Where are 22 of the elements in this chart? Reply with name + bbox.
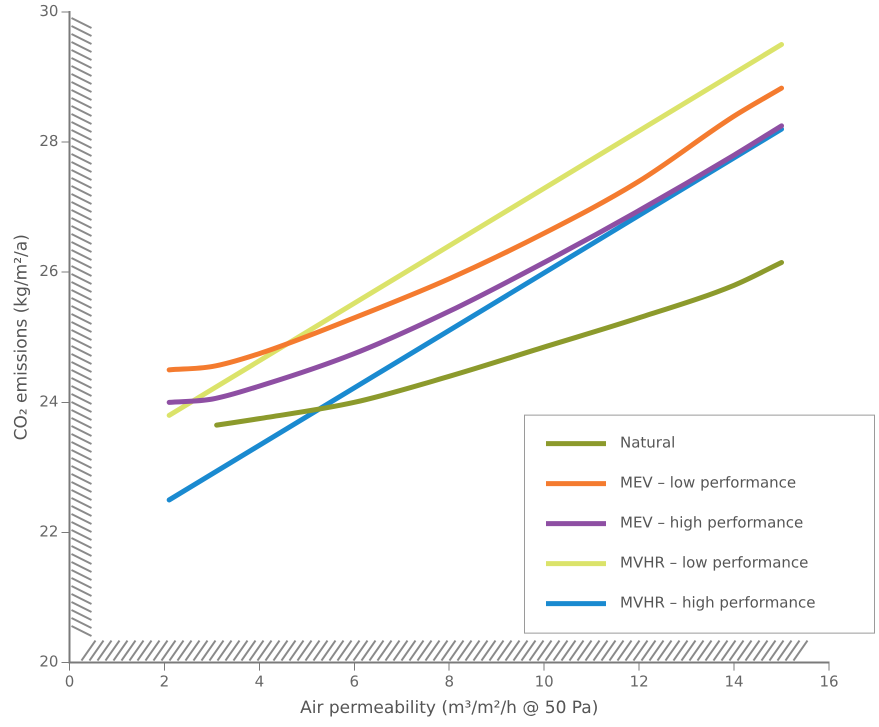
x-tick-label: 14 [724,672,744,690]
y-tick-label: 30 [39,2,58,20]
x-tick-label: 4 [254,672,264,690]
y-tick-label: 24 [39,392,58,410]
x-tick-label: 10 [534,672,554,690]
legend-label: MEV – low performance [620,473,796,492]
legend-label: Natural [620,433,676,452]
x-tick-label: 12 [630,672,649,690]
legend-label: MVHR – low performance [620,553,808,572]
x-tick-label: 0 [64,672,74,690]
x-axis-title: Air permeability (m³/m²/h @ 50 Pa) [300,698,598,718]
legend-label: MEV – high performance [620,513,804,532]
y-tick-label: 20 [39,652,58,670]
y-tick-label: 28 [39,132,58,150]
x-tick-label: 2 [160,672,170,690]
legend-label: MVHR – high performance [620,593,816,612]
x-tick-label: 8 [444,672,454,690]
y-axis-title: CO₂ emissions (kg/m²/a) [12,234,32,440]
x-tick-label: 16 [819,672,839,690]
y-tick-label: 26 [39,262,58,280]
y-tick-label: 22 [39,522,58,540]
x-tick-label: 6 [350,672,360,690]
